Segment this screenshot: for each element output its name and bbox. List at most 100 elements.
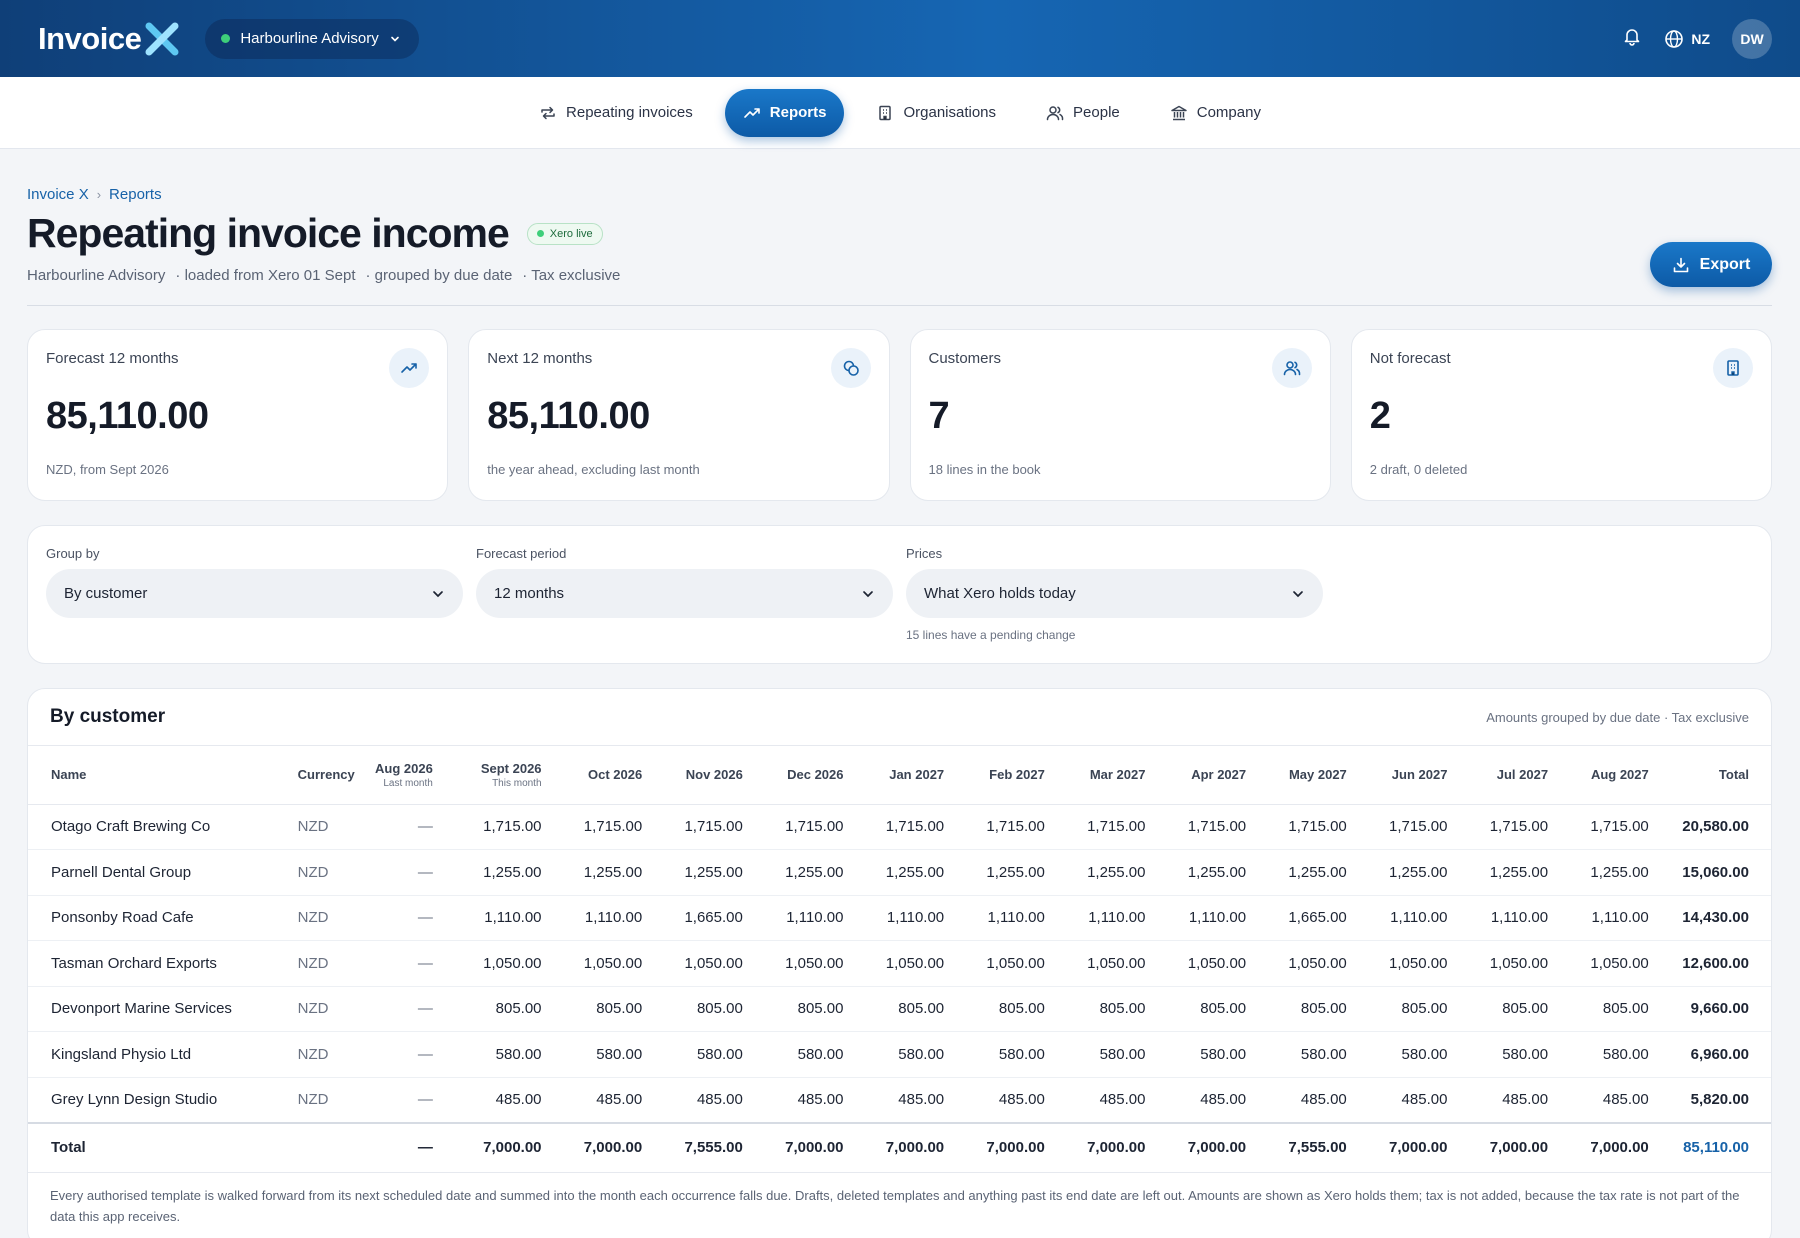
total-amount-cell: 7,000.00	[742, 1121, 844, 1173]
nav-label: Organisations	[903, 104, 997, 121]
table-row[interactable]: Ponsonby Road Cafe NZD —1,110.00 1,110.00 1,…	[28, 895, 1771, 941]
column-header-month[interactable]: Feb 2027	[944, 746, 1045, 805]
customer-name[interactable]: Devonport Marine Services	[28, 986, 280, 1032]
customer-name[interactable]: Otago Craft Brewing Co	[28, 804, 280, 850]
amount-cell: 1,050.00	[1145, 940, 1247, 987]
panel-note: Amounts grouped by due date · Tax exclus…	[1486, 709, 1749, 725]
amount-cell: 1,110.00	[541, 895, 643, 941]
column-header-month[interactable]: Oct 2026	[541, 746, 643, 805]
row-total: 14,430.00	[1648, 895, 1771, 941]
bell-icon[interactable]	[1622, 26, 1642, 51]
download-icon	[1673, 257, 1688, 272]
amount-cell: 805.00	[1145, 986, 1247, 1032]
prices-select[interactable]: What Xero holds today	[906, 569, 1323, 618]
app-logo[interactable]: Invoice	[38, 21, 179, 57]
total-amount-cell: 7,000.00	[438, 1121, 542, 1173]
amount-cell: 1,110.00	[843, 895, 945, 941]
table-row[interactable]: Otago Craft Brewing Co NZD —1,715.00 1,715.…	[28, 804, 1771, 850]
amount-cell: 1,050.00	[1044, 940, 1146, 987]
export-button[interactable]: Export	[1650, 242, 1772, 287]
customer-name[interactable]: Parnell Dental Group	[28, 849, 280, 896]
column-header-total[interactable]: Total	[1648, 746, 1771, 805]
nav-organisations[interactable]: Organisations	[858, 89, 1014, 137]
status-badge: Xero live	[526, 222, 603, 245]
amount-cell: 580.00	[1145, 1031, 1247, 1078]
period-select[interactable]: 12 months	[476, 569, 893, 618]
column-header-month[interactable]: Nov 2026	[642, 746, 743, 805]
column-header-month[interactable]: Aug 2027	[1548, 746, 1649, 805]
org-name: Harbourline Advisory	[240, 30, 379, 47]
row-total: 5,820.00	[1648, 1077, 1771, 1123]
table-row[interactable]: Kingsland Physio Ltd NZD —580.00 580.00 580.…	[28, 1031, 1771, 1078]
language-switcher[interactable]: NZ	[1664, 29, 1710, 49]
column-header-month[interactable]: Mar 2027	[1044, 746, 1146, 805]
amount-cell: 485.00	[1548, 1077, 1649, 1123]
totals-row: Total —7,000.00 7,000.00 7,555.00 7,000.00 7,…	[28, 1121, 1771, 1173]
customer-name[interactable]: Kingsland Physio Ltd	[28, 1031, 280, 1078]
column-header-month[interactable]: Jun 2027	[1346, 746, 1448, 805]
chevron-down-icon	[390, 36, 399, 42]
month-label: Feb 2027	[989, 767, 1045, 783]
column-header-month[interactable]: Dec 2026	[742, 746, 844, 805]
table-row[interactable]: Parnell Dental Group NZD —1,255.00 1,255.00…	[28, 849, 1771, 896]
live-dot	[536, 230, 544, 237]
customer-name[interactable]: Grey Lynn Design Studio	[28, 1077, 280, 1123]
avatar[interactable]: DW	[1732, 18, 1772, 59]
column-header-currency[interactable]: Currency	[279, 746, 357, 805]
amount-cell: —	[356, 986, 439, 1032]
nav-repeating-invoices[interactable]: Repeating invoices	[521, 89, 711, 137]
card-customers: Customers 7 18 lines in the book	[909, 329, 1331, 501]
month-label: Aug 2026	[375, 760, 433, 776]
currency-cell: NZD	[279, 1031, 357, 1078]
total-amount-cell: 7,000.00	[1044, 1121, 1146, 1173]
export-label: Export	[1699, 255, 1751, 273]
chevron-right-icon: ›	[96, 187, 102, 202]
amount-cell: 805.00	[742, 986, 844, 1032]
amount-cell: 1,715.00	[642, 804, 743, 850]
nav-people[interactable]: People	[1028, 89, 1138, 137]
card-value: 7	[928, 395, 950, 437]
table-row[interactable]: Devonport Marine Services NZD —805.00 805.0…	[28, 986, 1771, 1032]
amount-cell: 805.00	[1346, 986, 1448, 1032]
month-label: Dec 2026	[787, 767, 844, 783]
amount-cell: 1,050.00	[742, 940, 844, 987]
breadcrumb-home[interactable]: Invoice X	[27, 186, 89, 203]
amount-cell: 485.00	[742, 1077, 844, 1123]
org-switcher[interactable]: Harbourline Advisory	[205, 18, 419, 59]
month-label: Sept 2026	[480, 760, 542, 776]
chevron-down-icon	[863, 590, 873, 597]
amount-cell: 1,715.00	[843, 804, 945, 850]
nav-label: People	[1073, 104, 1120, 121]
group-by-select[interactable]: By customer	[46, 569, 463, 618]
nav-reports[interactable]: Reports	[724, 88, 845, 137]
table-row[interactable]: Tasman Orchard Exports NZD —1,050.00 1,050.…	[28, 940, 1771, 987]
column-header-month[interactable]: Apr 2027	[1145, 746, 1247, 805]
building-icon	[879, 105, 892, 120]
currency-cell: NZD	[279, 1077, 357, 1123]
page-meta: Harbourline Advisory · loaded from Xero …	[27, 267, 620, 284]
column-header-month[interactable]: Aug 2026 Last month	[356, 746, 439, 805]
column-header-month[interactable]: Sept 2026 This month	[438, 746, 542, 805]
amount-cell: 485.00	[1447, 1077, 1549, 1123]
bank-icon	[1171, 105, 1187, 120]
globe-icon	[1665, 29, 1684, 48]
totals-label: Total	[28, 1121, 280, 1173]
panel-header: By customer Amounts grouped by due date …	[28, 689, 1771, 746]
amount-cell: 805.00	[541, 986, 643, 1032]
customer-name[interactable]: Ponsonby Road Cafe	[28, 895, 280, 941]
amount-cell: —	[356, 895, 439, 941]
amount-cell: 1,715.00	[438, 804, 542, 850]
amount-cell: 1,665.00	[1246, 895, 1347, 941]
column-header-month[interactable]: Jul 2027	[1447, 746, 1549, 805]
customer-name[interactable]: Tasman Orchard Exports	[28, 940, 280, 987]
table-row[interactable]: Grey Lynn Design Studio NZD —485.00 485.00 4…	[28, 1077, 1771, 1123]
column-header-month[interactable]: Jan 2027	[843, 746, 945, 805]
amount-cell: 485.00	[843, 1077, 945, 1123]
amount-cell: 485.00	[541, 1077, 643, 1123]
amount-cell: 1,715.00	[1548, 804, 1649, 850]
total-amount-cell: 7,000.00	[1447, 1121, 1549, 1173]
column-header-name[interactable]: Name	[28, 746, 280, 805]
nav-company[interactable]: Company	[1152, 89, 1279, 137]
breadcrumb-reports[interactable]: Reports	[109, 186, 162, 203]
column-header-month[interactable]: May 2027	[1246, 746, 1347, 805]
